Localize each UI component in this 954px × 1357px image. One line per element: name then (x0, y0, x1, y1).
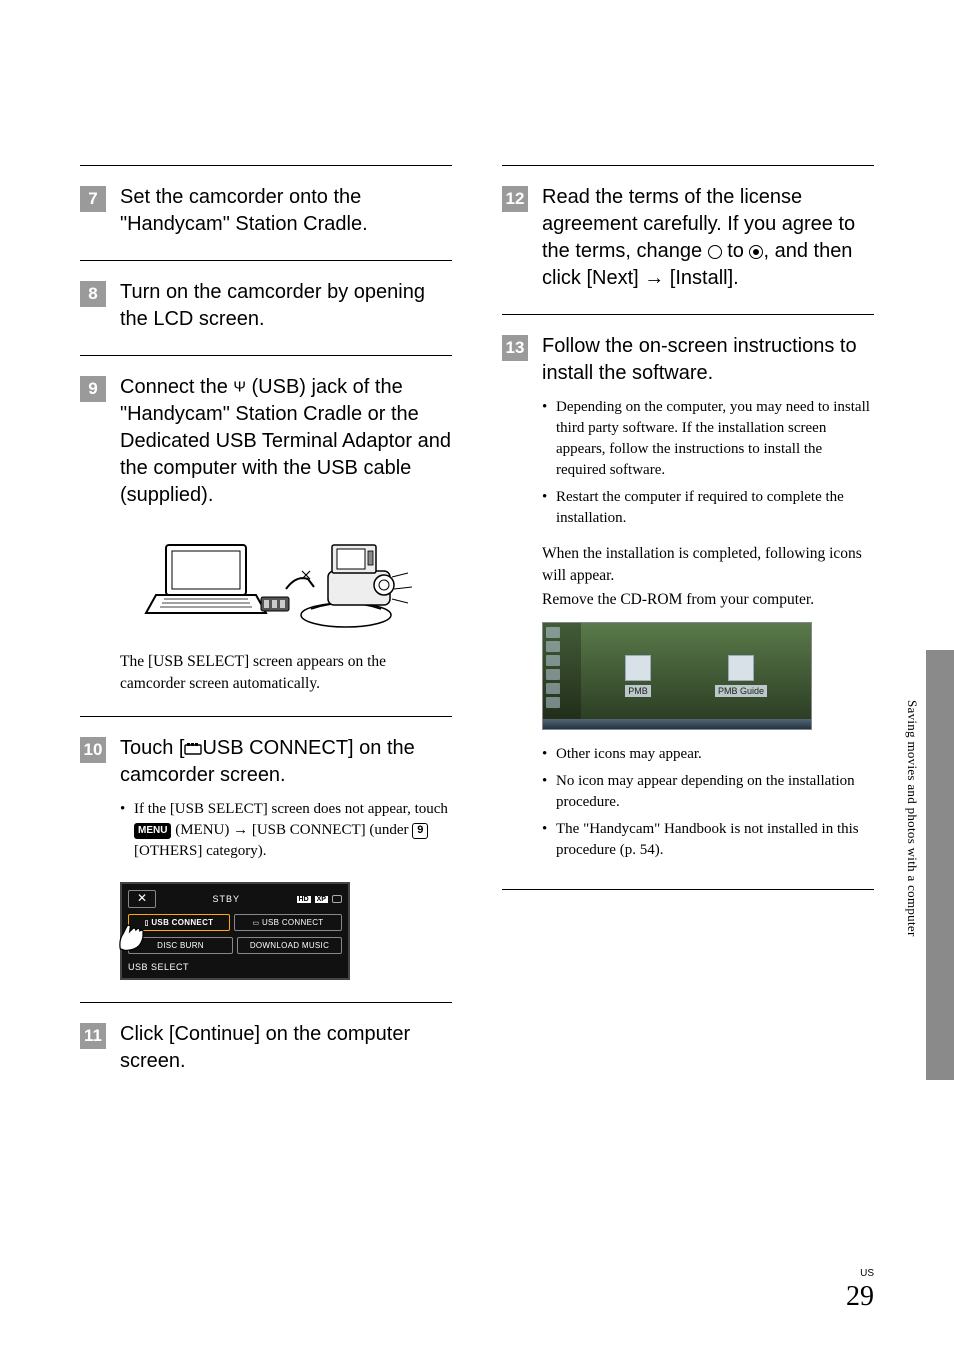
step-body: Click [Continue] on the computer screen. (120, 1021, 452, 1075)
cam-status-bar: ✕ STBY HD XP (128, 890, 342, 908)
text: Connect the (120, 376, 233, 398)
right-column: 12 Read the terms of the license agreeme… (502, 165, 874, 1097)
pmb-icon: PMB (625, 655, 651, 697)
step-body: Set the camcorder onto the "Handycam" St… (120, 184, 452, 238)
camcorder-screen-mock: ✕ STBY HD XP ▯ USB CONNECT (120, 882, 350, 980)
step-7: 7 Set the camcorder onto the "Handycam" … (80, 165, 452, 260)
bullet-item: Other icons may appear. (542, 744, 874, 765)
two-column-layout: 7 Set the camcorder onto the "Handycam" … (80, 165, 874, 1097)
connection-illustration (136, 527, 436, 637)
text: [USB CONNECT] (under (252, 822, 412, 838)
radio-selected-icon (749, 245, 763, 259)
step-title: Touch [USB CONNECT] on the camcorder scr… (120, 735, 452, 789)
step-9: 9 Connect the Ψ (USB) jack of the "Handy… (80, 355, 452, 716)
step-10: 10 Touch [USB CONNECT] on the camcorder … (80, 716, 452, 1002)
step-13: 13 Follow the on-screen instructions to … (502, 314, 874, 889)
page-number: 29 (846, 1281, 874, 1313)
text: If the [USB SELECT] screen does not appe… (134, 801, 448, 817)
usb-select-label: USB SELECT (128, 962, 342, 972)
taskbar (543, 719, 811, 729)
cam-row-1: ▯ USB CONNECT ▭ USB CONNECT (128, 914, 342, 931)
rec-indicators: HD XP (297, 895, 342, 903)
page-footer: US 29 (846, 1268, 874, 1313)
desktop-sidebar (543, 623, 581, 729)
bullet-item: The "Handycam" Handbook is not installed… (542, 819, 874, 861)
body-text: When the installation is completed, foll… (542, 543, 874, 586)
step-body: Read the terms of the license agreement … (542, 184, 874, 292)
step-body-text: The [USB SELECT] screen appears on the c… (120, 651, 452, 694)
radio-empty-icon (708, 245, 722, 259)
desktop-main: PMB PMB Guide (581, 623, 811, 729)
app-icon (728, 655, 754, 681)
memory-icon (184, 742, 202, 756)
section-tab (926, 650, 954, 1080)
step-title: Set the camcorder onto the "Handycam" St… (120, 184, 452, 238)
step-title: Follow the on-screen instructions to ins… (542, 333, 874, 387)
step-8: 8 Turn on the camcorder by opening the L… (80, 260, 452, 355)
icon-label: PMB (625, 685, 651, 697)
step-number: 10 (80, 737, 106, 763)
step-title: Click [Continue] on the computer screen. (120, 1021, 452, 1075)
section-label: Saving movies and photos with a computer (904, 700, 920, 937)
bullet-list: If the [USB SELECT] screen does not appe… (120, 799, 452, 862)
step-number: 13 (502, 335, 528, 361)
cam-row-2: DISC BURN DOWNLOAD MUSIC (128, 937, 342, 954)
step-body: Connect the Ψ (USB) jack of the "Handyca… (120, 374, 452, 694)
bullet-item: No icon may appear depending on the inst… (542, 771, 874, 813)
category-badge-icon: 9 (412, 823, 428, 838)
step-title: Turn on the camcorder by opening the LCD… (120, 279, 452, 333)
menu-badge-icon: MENU (134, 823, 171, 839)
stby-label: STBY (213, 894, 241, 904)
step-number: 8 (80, 281, 106, 307)
step-number: 12 (502, 186, 528, 212)
bullet-item: Restart the computer if required to comp… (542, 487, 874, 529)
body-text: Remove the CD-ROM from your computer. (542, 589, 874, 611)
pointing-hand-icon (114, 916, 150, 952)
text: (MENU) (175, 822, 233, 838)
text: Touch [ (120, 737, 184, 759)
region-code: US (846, 1268, 874, 1279)
left-column: 7 Set the camcorder onto the "Handycam" … (80, 165, 452, 1097)
download-music-button: DOWNLOAD MUSIC (237, 937, 342, 954)
step-12: 12 Read the terms of the license agreeme… (502, 165, 874, 314)
step-number: 11 (80, 1023, 106, 1049)
step-title: Connect the Ψ (USB) jack of the "Handyca… (120, 374, 452, 509)
usb-icon: Ψ (233, 379, 246, 396)
text: to (727, 240, 749, 262)
bullet-list-top: Depending on the computer, you may need … (542, 397, 874, 529)
arrow-right-icon: → (644, 265, 664, 292)
arrow-right-icon: → (233, 820, 248, 841)
step-11: 11 Click [Continue] on the computer scre… (80, 1002, 452, 1097)
bullet-item: Depending on the computer, you may need … (542, 397, 874, 481)
desktop-screenshot: PMB PMB Guide (542, 622, 812, 730)
step-number: 7 (80, 186, 106, 212)
icon-label: PMB Guide (715, 685, 767, 697)
app-icon (625, 655, 651, 681)
text: [Install]. (664, 267, 738, 289)
section-divider (502, 889, 874, 890)
close-icon: ✕ (128, 890, 156, 908)
text: [OTHERS] category). (134, 843, 266, 859)
step-body: Turn on the camcorder by opening the LCD… (120, 279, 452, 333)
bullet-list-bottom: Other icons may appear. No icon may appe… (542, 744, 874, 861)
step-body: Touch [USB CONNECT] on the camcorder scr… (120, 735, 452, 980)
step-title: Read the terms of the license agreement … (542, 184, 874, 292)
usb-connect-alt-button: ▭ USB CONNECT (234, 914, 342, 931)
step-number: 9 (80, 376, 106, 402)
bullet-item: If the [USB SELECT] screen does not appe… (120, 799, 452, 862)
step-body: Follow the on-screen instructions to ins… (542, 333, 874, 867)
pmb-guide-icon: PMB Guide (715, 655, 767, 697)
